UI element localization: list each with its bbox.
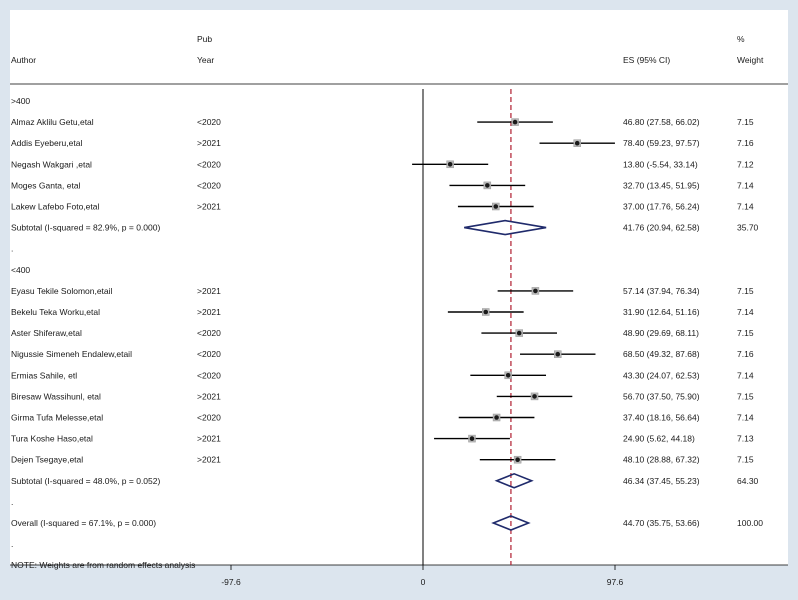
study-point [483,309,489,315]
x-tick-label: 0 [421,577,426,587]
study-author: Lakew Lafebo Foto,etal [11,202,99,212]
study-es: 68.50 (49.32, 87.68) [623,349,700,359]
study-weight: 7.12 [737,159,754,169]
study-point [532,394,537,399]
header-author: Author [11,55,36,65]
study-weight: 7.15 [737,328,754,338]
overall-label: Overall (I-squared = 67.1%, p = 0.000) [11,518,156,528]
study-es: 37.00 (17.76, 56.24) [623,202,700,212]
study-point [515,457,520,463]
study-es: 48.10 (28.88, 67.32) [623,455,700,465]
study-point [447,162,453,167]
overall-es: 44.70 (35.75, 53.66) [623,518,700,528]
study-author: Bekelu Teka Worku,etal [11,307,100,317]
spacer-dot: . [11,539,13,549]
study-es: 24.90 (5.62, 44.18) [623,434,695,444]
study-author: Girma Tufa Melesse,etal [11,413,103,423]
study-author: Moges Ganta, etal [11,180,81,190]
study-author: Dejen Tsegaye,etal [11,455,83,465]
study-weight: 7.16 [737,138,754,148]
study-point [493,204,499,209]
header-weight: Weight [737,55,764,65]
study-author: Aster Shiferaw,etal [11,328,82,338]
x-tick-label: -97.6 [221,577,241,587]
study-author: Biresaw Wassihunl, etal [11,391,101,401]
study-point [512,119,518,125]
study-year: >2021 [197,455,221,465]
header-weight-percent: % [737,34,745,44]
study-point [574,140,580,146]
study-es: 13.80 (-5.54, 33.14) [623,159,698,169]
study-es: 32.70 (13.45, 51.95) [623,180,700,190]
study-weight: 7.16 [737,349,754,359]
study-point [469,436,475,441]
study-es: 46.80 (27.58, 66.02) [623,117,700,127]
study-weight: 7.14 [737,180,754,190]
study-es: 48.90 (29.69, 68.11) [623,328,699,338]
study-year: <2020 [197,159,221,169]
study-author: Eyasu Tekile Solomon,etail [11,286,113,296]
study-year: >2021 [197,202,221,212]
header-pub: Pub [197,34,212,44]
group-label: <400 [11,265,30,275]
study-es: 57.14 (37.94, 76.34) [623,286,700,296]
subtotal-diamond [464,219,547,236]
header-year: Year [197,55,214,65]
study-author: Almaz Aklilu Getu,etal [11,117,94,127]
study-year: <2020 [197,328,221,338]
spacer-dot: . [11,497,13,507]
study-point [494,415,499,420]
forest-plot-panel [10,10,788,565]
study-author: Ermias Sahile, etl [11,370,77,380]
study-year: <2020 [197,117,221,127]
study-weight: 7.15 [737,455,754,465]
study-weight: 7.14 [737,202,754,212]
study-author: Addis Eyeberu,etal [11,138,82,148]
study-weight: 7.14 [737,307,754,317]
study-point [555,351,561,357]
subtotal-es: 41.76 (20.94, 62.58) [623,223,700,233]
study-es: 78.40 (59.23, 97.57) [623,138,700,148]
study-point [505,373,511,378]
study-point [516,330,522,336]
study-year: >2021 [197,307,221,317]
subtotal-label: Subtotal (I-squared = 48.0%, p = 0.052) [11,476,160,486]
x-tick-label: 97.6 [607,577,624,587]
study-year: >2021 [197,391,221,401]
study-weight: 7.14 [737,413,754,423]
study-author: Negash Wakgari ,etal [11,159,92,169]
study-point [485,183,490,188]
study-year: <2020 [197,349,221,359]
study-year: <2020 [197,370,221,380]
study-year: <2020 [197,180,221,190]
study-weight: 7.15 [737,391,754,401]
subtotal-weight: 35.70 [737,223,759,233]
subtotal-es: 46.34 (37.45, 55.23) [623,476,700,486]
study-es: 31.90 (12.64, 51.16) [623,307,700,317]
subtotal-label: Subtotal (I-squared = 82.9%, p = 0.000) [11,223,160,233]
study-author: Nigussie Simeneh Endalew,etail [11,349,132,359]
study-year: >2021 [197,434,221,444]
study-weight: 7.15 [737,117,754,127]
study-point [533,288,538,294]
study-year: >2021 [197,138,221,148]
spacer-dot: . [11,244,13,254]
study-year: <2020 [197,413,221,423]
note-text: NOTE: Weights are from random effects an… [11,560,195,570]
subtotal-weight: 64.30 [737,476,759,486]
study-es: 43.30 (24.07, 62.53) [623,370,700,380]
study-es: 37.40 (18.16, 56.64) [623,413,700,423]
study-author: Tura Koshe Haso,etal [11,434,93,444]
study-weight: 7.14 [737,370,754,380]
study-year: >2021 [197,286,221,296]
overall-weight: 100.00 [737,518,763,528]
overall-diamond [491,515,531,531]
study-weight: 7.15 [737,286,754,296]
header-es: ES (95% CI) [623,55,670,65]
group-label: >400 [11,96,30,106]
subtotal-diamond [494,472,534,489]
study-weight: 7.13 [737,434,754,444]
study-es: 56.70 (37.50, 75.90) [623,391,700,401]
